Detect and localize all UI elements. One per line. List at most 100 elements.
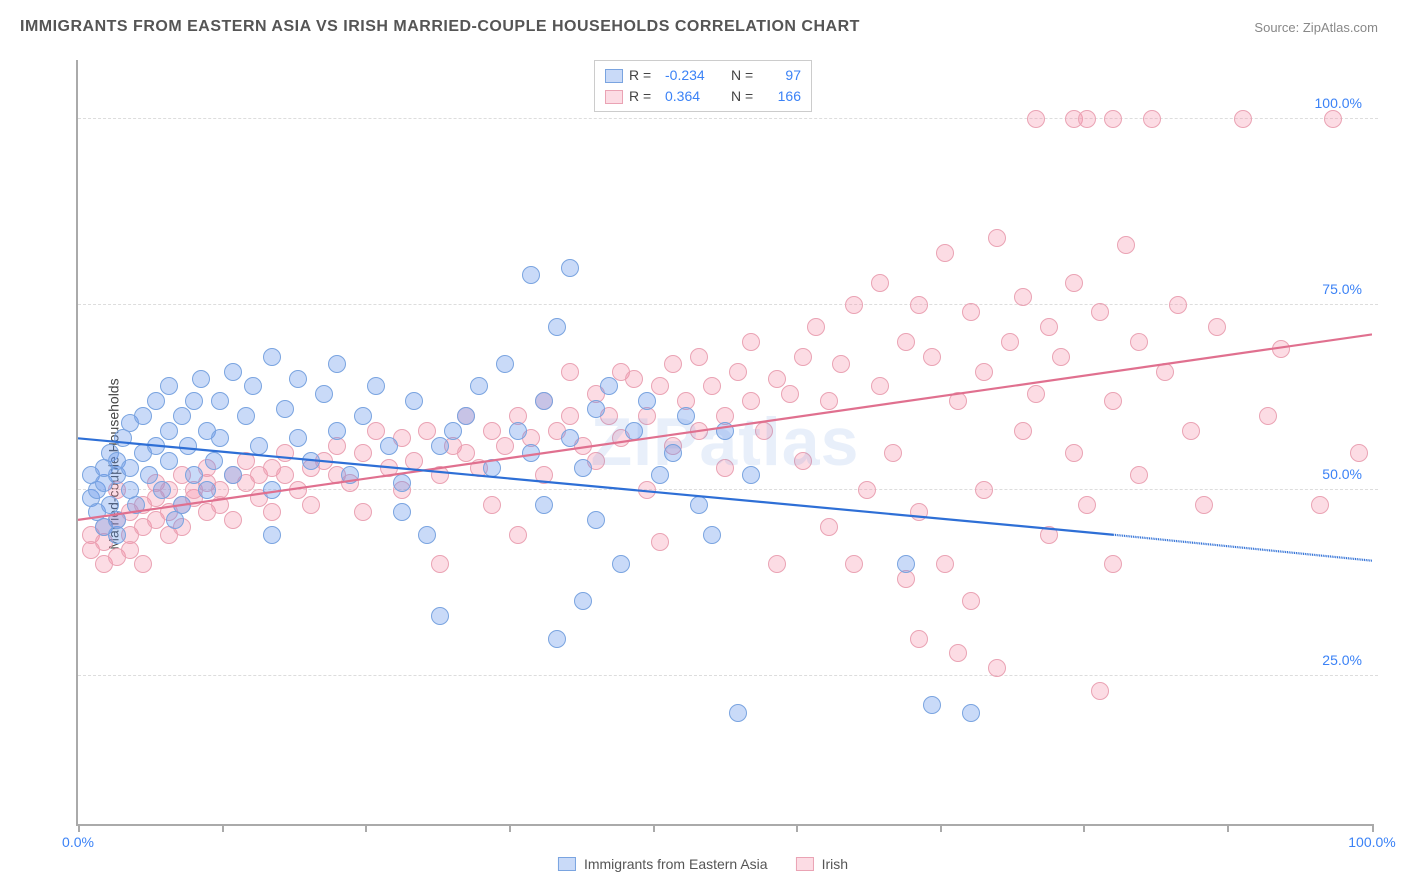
data-point-series2 xyxy=(651,377,669,395)
data-point-series1 xyxy=(677,407,695,425)
legend-swatch-series1 xyxy=(605,69,623,83)
data-point-series1 xyxy=(483,459,501,477)
chart-container: Married-couple Households ZIPatlas 25.0%… xyxy=(20,56,1386,872)
data-point-series1 xyxy=(587,511,605,529)
data-point-series2 xyxy=(988,229,1006,247)
data-point-series2 xyxy=(483,496,501,514)
legend-n-value-2: 166 xyxy=(767,86,801,107)
data-point-series2 xyxy=(483,422,501,440)
data-point-series2 xyxy=(845,555,863,573)
data-point-series2 xyxy=(1065,274,1083,292)
data-point-series2 xyxy=(380,459,398,477)
data-point-series2 xyxy=(276,466,294,484)
data-point-series1 xyxy=(263,481,281,499)
data-point-series2 xyxy=(794,348,812,366)
data-point-series2 xyxy=(807,318,825,336)
y-tick-label: 50.0% xyxy=(1322,466,1362,482)
data-point-series2 xyxy=(561,363,579,381)
data-point-series2 xyxy=(716,459,734,477)
data-point-series2 xyxy=(263,503,281,521)
legend-label-series2: Irish xyxy=(822,856,848,872)
data-point-series2 xyxy=(949,644,967,662)
trend-lines xyxy=(78,60,1372,824)
data-point-series1 xyxy=(380,437,398,455)
data-point-series1 xyxy=(664,444,682,462)
data-point-series1 xyxy=(625,422,643,440)
legend-r-label-1: R = xyxy=(629,65,659,86)
data-point-series2 xyxy=(1014,422,1032,440)
data-point-series2 xyxy=(962,303,980,321)
data-point-series2 xyxy=(1078,496,1096,514)
data-point-series1 xyxy=(431,437,449,455)
data-point-series1 xyxy=(108,511,126,529)
data-point-series2 xyxy=(1272,340,1290,358)
data-point-series2 xyxy=(1027,110,1045,128)
data-point-series2 xyxy=(832,355,850,373)
data-point-series1 xyxy=(328,355,346,373)
data-point-series2 xyxy=(1040,318,1058,336)
data-point-series2 xyxy=(910,296,928,314)
data-point-series1 xyxy=(211,392,229,410)
data-point-series2 xyxy=(897,333,915,351)
data-point-series1 xyxy=(535,496,553,514)
x-tick-label: 100.0% xyxy=(1348,834,1395,850)
data-point-series2 xyxy=(768,555,786,573)
data-point-series1 xyxy=(651,466,669,484)
data-point-series2 xyxy=(949,392,967,410)
data-point-series1 xyxy=(522,266,540,284)
data-point-series1 xyxy=(742,466,760,484)
data-point-series2 xyxy=(781,385,799,403)
data-point-series1 xyxy=(638,392,656,410)
data-point-series1 xyxy=(198,481,216,499)
legend-swatch-series1-bottom xyxy=(558,857,576,871)
data-point-series1 xyxy=(224,363,242,381)
gridline-h xyxy=(78,118,1378,119)
data-point-series1 xyxy=(263,526,281,544)
data-point-series2 xyxy=(1014,288,1032,306)
data-point-series2 xyxy=(820,392,838,410)
data-point-series2 xyxy=(1182,422,1200,440)
data-point-series2 xyxy=(211,496,229,514)
data-point-series2 xyxy=(936,555,954,573)
data-point-series1 xyxy=(263,348,281,366)
data-point-series2 xyxy=(1324,110,1342,128)
data-point-series2 xyxy=(431,466,449,484)
data-point-series2 xyxy=(729,363,747,381)
data-point-series2 xyxy=(1234,110,1252,128)
source-label: Source: xyxy=(1254,20,1299,35)
data-point-series2 xyxy=(1091,303,1109,321)
data-point-series2 xyxy=(1104,392,1122,410)
data-point-series1 xyxy=(224,466,242,484)
data-point-series1 xyxy=(535,392,553,410)
data-point-series1 xyxy=(393,503,411,521)
data-point-series1 xyxy=(250,437,268,455)
data-point-series1 xyxy=(522,444,540,462)
data-point-series2 xyxy=(276,444,294,462)
data-point-series1 xyxy=(470,377,488,395)
data-point-series1 xyxy=(185,392,203,410)
data-point-series2 xyxy=(1311,496,1329,514)
data-point-series2 xyxy=(703,377,721,395)
data-point-series1 xyxy=(147,437,165,455)
data-point-series1 xyxy=(897,555,915,573)
legend-n-value-1: 97 xyxy=(767,65,801,86)
source-link[interactable]: ZipAtlas.com xyxy=(1303,20,1378,35)
data-point-series1 xyxy=(729,704,747,722)
data-point-series2 xyxy=(884,444,902,462)
data-point-series1 xyxy=(289,429,307,447)
data-point-series1 xyxy=(600,377,618,395)
data-point-series2 xyxy=(1065,444,1083,462)
data-point-series2 xyxy=(431,555,449,573)
data-point-series2 xyxy=(1104,555,1122,573)
data-point-series2 xyxy=(1208,318,1226,336)
data-point-series1 xyxy=(276,400,294,418)
data-point-series2 xyxy=(354,503,372,521)
data-point-series2 xyxy=(237,452,255,470)
legend-item-series1: Immigrants from Eastern Asia xyxy=(558,856,768,872)
x-tick xyxy=(365,824,367,832)
legend-r-value-2: 0.364 xyxy=(665,86,725,107)
data-point-series2 xyxy=(768,370,786,388)
data-point-series2 xyxy=(975,481,993,499)
plot-area: ZIPatlas 25.0%50.0%75.0%100.0%0.0%100.0% xyxy=(76,60,1372,826)
x-tick xyxy=(1083,824,1085,832)
